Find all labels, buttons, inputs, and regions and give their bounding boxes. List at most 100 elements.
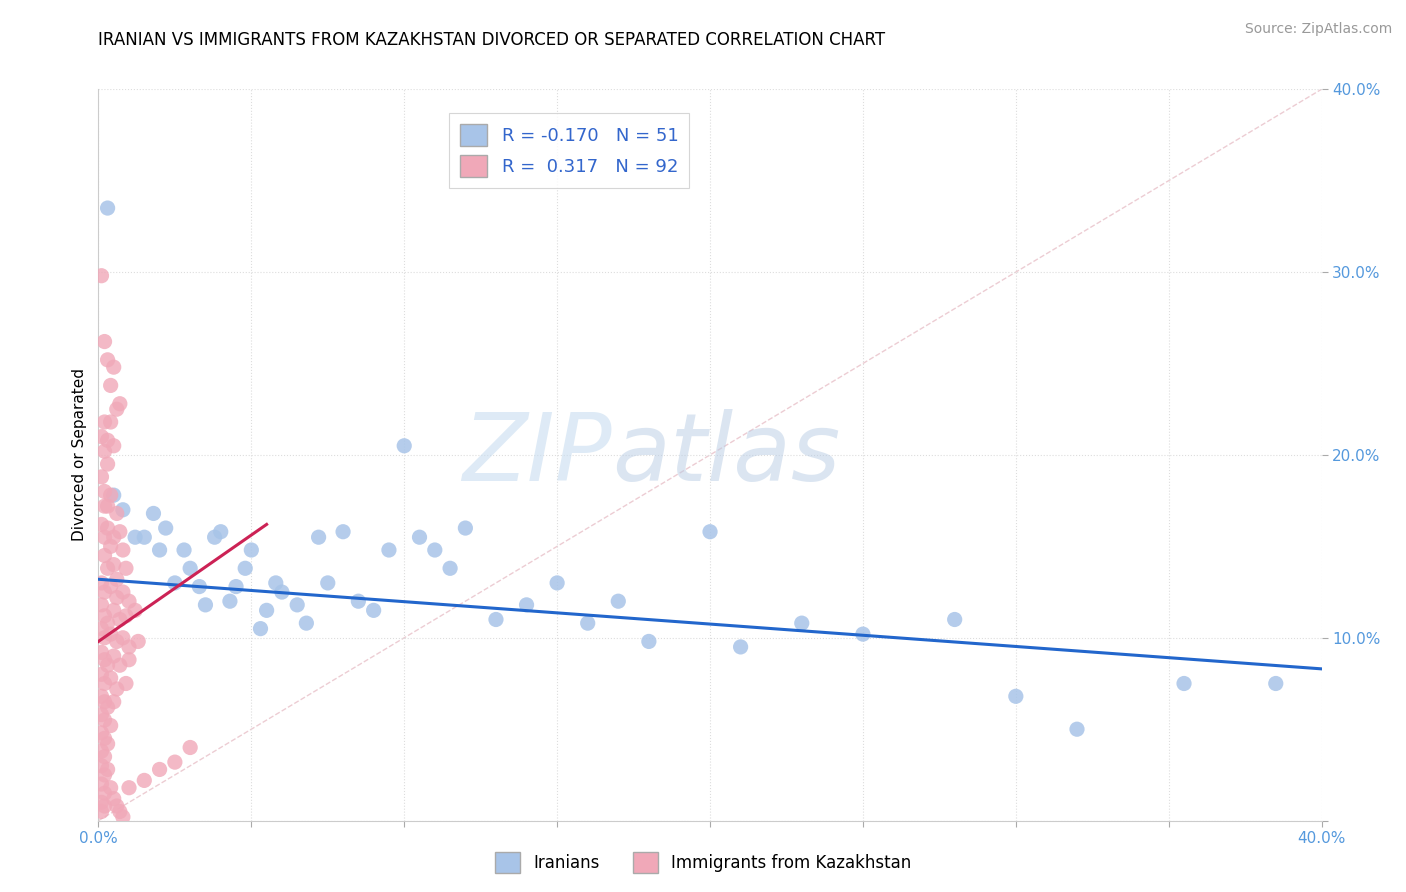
Point [100, 415, 122, 429]
Point [100, 378, 122, 392]
Point [93, 749, 115, 764]
Legend: Iranians, Immigrants from Kazakhstan: Iranians, Immigrants from Kazakhstan [488, 846, 918, 880]
Point [93, 444, 115, 458]
Point [124, 530, 146, 544]
Point [108, 658, 131, 673]
Text: ZIP: ZIP [463, 409, 612, 500]
Point [103, 791, 125, 805]
Point [219, 594, 242, 608]
Point [454, 521, 477, 535]
Point [240, 543, 263, 558]
Point [295, 616, 318, 631]
Point [97, 700, 120, 714]
Point [111, 502, 134, 516]
Point [179, 561, 201, 575]
Point [134, 530, 156, 544]
Point [179, 740, 201, 755]
Point [852, 627, 875, 641]
Point [93, 484, 115, 499]
Point [97, 457, 120, 471]
Point [97, 201, 120, 215]
Point [90, 690, 112, 704]
Point [285, 598, 308, 612]
Point [97, 499, 120, 513]
Y-axis label: Divorced or Separated: Divorced or Separated [72, 368, 87, 541]
Point [93, 585, 115, 599]
Point [115, 608, 138, 623]
Point [378, 543, 401, 558]
Point [90, 796, 112, 810]
Point [105, 681, 128, 696]
Point [103, 488, 125, 502]
Point [332, 524, 354, 539]
Point [97, 352, 120, 367]
Point [90, 430, 112, 444]
Point [1004, 690, 1026, 704]
Point [118, 640, 141, 654]
Point [204, 530, 226, 544]
Text: Source: ZipAtlas.com: Source: ZipAtlas.com [1244, 22, 1392, 37]
Text: atlas: atlas [612, 409, 841, 500]
Point [408, 530, 430, 544]
Point [108, 524, 131, 539]
Point [103, 695, 125, 709]
Point [90, 470, 112, 484]
Point [392, 439, 416, 453]
Point [149, 543, 172, 558]
Point [124, 603, 146, 617]
Point [316, 576, 339, 591]
Point [90, 758, 112, 772]
Point [485, 613, 508, 627]
Point [100, 539, 122, 553]
Point [103, 439, 125, 453]
Point [97, 763, 120, 777]
Point [97, 521, 120, 535]
Point [115, 676, 138, 690]
Point [1066, 723, 1088, 737]
Point [607, 594, 630, 608]
Point [111, 810, 134, 824]
Point [105, 634, 128, 648]
Text: IRANIAN VS IMMIGRANTS FROM KAZAKHSTAN DIVORCED OR SEPARATED CORRELATION CHART: IRANIAN VS IMMIGRANTS FROM KAZAKHSTAN DI… [98, 31, 886, 49]
Point [111, 543, 134, 558]
Point [105, 507, 128, 521]
Point [105, 402, 128, 417]
Point [90, 598, 112, 612]
Point [108, 397, 131, 411]
Point [163, 576, 186, 591]
Point [93, 768, 115, 782]
Point [347, 594, 370, 608]
Legend: R = -0.170   N = 51, R =  0.317   N = 92: R = -0.170 N = 51, R = 0.317 N = 92 [450, 113, 689, 187]
Point [90, 268, 112, 283]
Point [90, 777, 112, 791]
Point [233, 561, 256, 575]
Point [97, 658, 120, 673]
Point [93, 731, 115, 746]
Point [546, 576, 568, 591]
Point [637, 634, 661, 648]
Point [256, 603, 278, 617]
Point [1264, 676, 1286, 690]
Point [100, 718, 122, 732]
Point [142, 507, 165, 521]
Point [90, 517, 112, 532]
Point [1173, 676, 1195, 690]
Point [225, 580, 247, 594]
Point [790, 616, 813, 631]
Point [439, 561, 461, 575]
Point [105, 591, 128, 605]
Point [100, 488, 122, 502]
Point [93, 334, 115, 349]
Point [149, 763, 172, 777]
Point [134, 773, 156, 788]
Point [163, 755, 186, 769]
Point [111, 585, 134, 599]
Point [118, 780, 141, 795]
Point [576, 616, 599, 631]
Point [97, 737, 120, 751]
Point [90, 707, 112, 722]
Point [97, 434, 120, 448]
Point [103, 603, 125, 617]
Point [97, 616, 120, 631]
Point [127, 634, 149, 648]
